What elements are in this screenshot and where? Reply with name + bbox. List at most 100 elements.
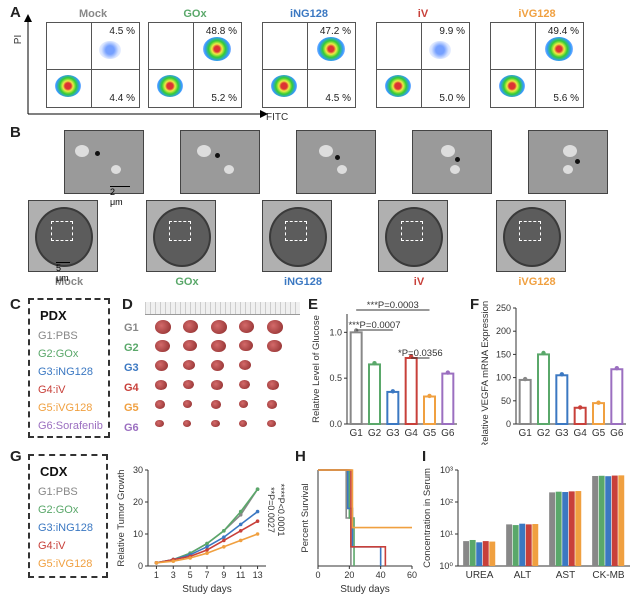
tumor-sample (155, 320, 171, 334)
tumor-sample (211, 380, 223, 390)
tumor-sample (211, 320, 227, 334)
data-point (255, 519, 260, 523)
legend-item: G3:iNG128 (38, 522, 94, 534)
tumor-sample (183, 420, 191, 427)
bar (476, 542, 483, 566)
cell-body (269, 207, 327, 267)
tumor-sample (183, 360, 195, 371)
data-point (154, 561, 159, 565)
tumor-photo (145, 302, 300, 442)
data-point (427, 393, 432, 399)
glucose-bar-chart: 0.0 0.5 1.0 G1 G2 G3 G4 G5 G6 Relative Level of G… (311, 300, 457, 439)
serum-bar-chart: 10⁰ 10¹ 10² 10³ UREA ALT AST CK-MB Concentration… (422, 465, 630, 581)
tem-zoom-image (528, 130, 608, 194)
x-tick-label: G4 (404, 428, 418, 439)
x-tick-label: G4 (573, 428, 587, 439)
data-point (188, 556, 192, 560)
flow-plot-mock: Mock 4.5 % 4.4 % (46, 8, 140, 114)
legend-item: G4:iV (38, 384, 66, 396)
tumor-row-label: G1 (124, 322, 139, 334)
data-point (522, 376, 528, 382)
quadrant-v-line (307, 23, 308, 107)
vacuole (224, 165, 234, 174)
data-point (390, 389, 396, 394)
y-tick-label: 150 (496, 349, 511, 359)
data-point (238, 529, 243, 533)
lower-right-percent: 4.5 % (325, 93, 351, 104)
data-point (559, 372, 565, 377)
flow-plot-gox: GOx 48.8 % 5.2 % (148, 8, 242, 114)
data-point (222, 535, 226, 539)
bar (423, 395, 436, 425)
ruler (145, 302, 300, 315)
x-tick-label: G2 (368, 428, 382, 439)
bar (618, 475, 625, 566)
panel-letter-d: D (122, 296, 133, 313)
bar (441, 372, 455, 426)
data-point (222, 545, 226, 549)
legend-item: G5:iVG128 (38, 558, 93, 570)
legend-item: G2:GOx (38, 348, 79, 360)
x-tick-label: 5 (188, 570, 193, 580)
vacuole (441, 145, 455, 157)
x-tick-label: 20 (344, 570, 354, 580)
tumor-sample (211, 400, 221, 409)
cell-body (503, 207, 561, 267)
flow-plot-box: 4.5 % 4.4 % (46, 22, 140, 108)
tem-label-iv: iV (413, 276, 425, 288)
vacuole (197, 145, 211, 157)
vacuole (319, 145, 333, 157)
y-tick-label: 0 (138, 561, 143, 571)
vacuole (563, 165, 573, 174)
y-axis-label: Relative VEGFA mRNA Expression (%) (480, 300, 491, 445)
lower-right-percent: 5.0 % (439, 93, 465, 104)
zoom-region (51, 221, 73, 241)
tumor-sample (155, 380, 167, 390)
vegfa-bar-chart: 0 50 100 150 200 250 G1 G2 G3 G4 G5 G6 Relative VEGF… (480, 300, 626, 445)
bar (549, 492, 556, 566)
legend-item: G4:iV (38, 540, 66, 552)
lower-right-percent: 5.6 % (553, 93, 579, 104)
bar (592, 475, 599, 566)
bar (404, 357, 418, 425)
bar (463, 541, 470, 566)
pdx-legend-box: PDX G1:PBS G2:GOx G3:iNG128 G4:iV G5:iVG128 G… (28, 298, 110, 438)
x-tick-label: G3 (386, 428, 400, 439)
survival-line (318, 469, 355, 566)
tumor-row-label: G3 (124, 362, 139, 374)
pdx-legend-title: PDX (40, 308, 67, 323)
tumor-row-label: G4 (124, 382, 139, 394)
y-tick-label: 0 (506, 419, 511, 429)
data-point (205, 545, 209, 549)
x-tick-label: 7 (204, 570, 209, 580)
tem-label-mock: Mock (54, 276, 84, 288)
tumor-sample (267, 380, 279, 390)
x-tick-label: G6 (441, 428, 455, 439)
bar (610, 368, 624, 425)
tumor-sample (267, 400, 277, 409)
data-point (238, 513, 243, 517)
tumor-sample (155, 360, 168, 372)
y-tick-label: 100 (496, 373, 511, 383)
x-tick-label: G6 (610, 428, 624, 439)
y-tick-label: 10³ (440, 465, 453, 475)
granule (455, 157, 460, 162)
cell-body (35, 207, 93, 267)
y-axis-label: Percent Survival (300, 483, 311, 552)
panel-letter-h: H (295, 448, 306, 465)
vacuole (111, 165, 121, 174)
cell-cluster-low (271, 75, 297, 97)
data-point (596, 400, 601, 405)
scale-bar-small: 2 μm (110, 186, 130, 207)
tumor-sample (183, 380, 194, 389)
y-axis-label: Relative Level of Glucose (311, 315, 322, 423)
significance-label: ***P=0.0003 (367, 300, 419, 311)
scale-bar-large: 5 μm (56, 262, 70, 283)
tumor-row-label: G2 (124, 342, 139, 354)
x-tick-label: G5 (592, 428, 606, 439)
x-tick-label: UREA (466, 570, 494, 581)
y-tick-label: 20 (133, 497, 143, 507)
data-point (171, 559, 176, 563)
panel-letter-f: F (470, 296, 480, 313)
data-point (205, 541, 209, 546)
